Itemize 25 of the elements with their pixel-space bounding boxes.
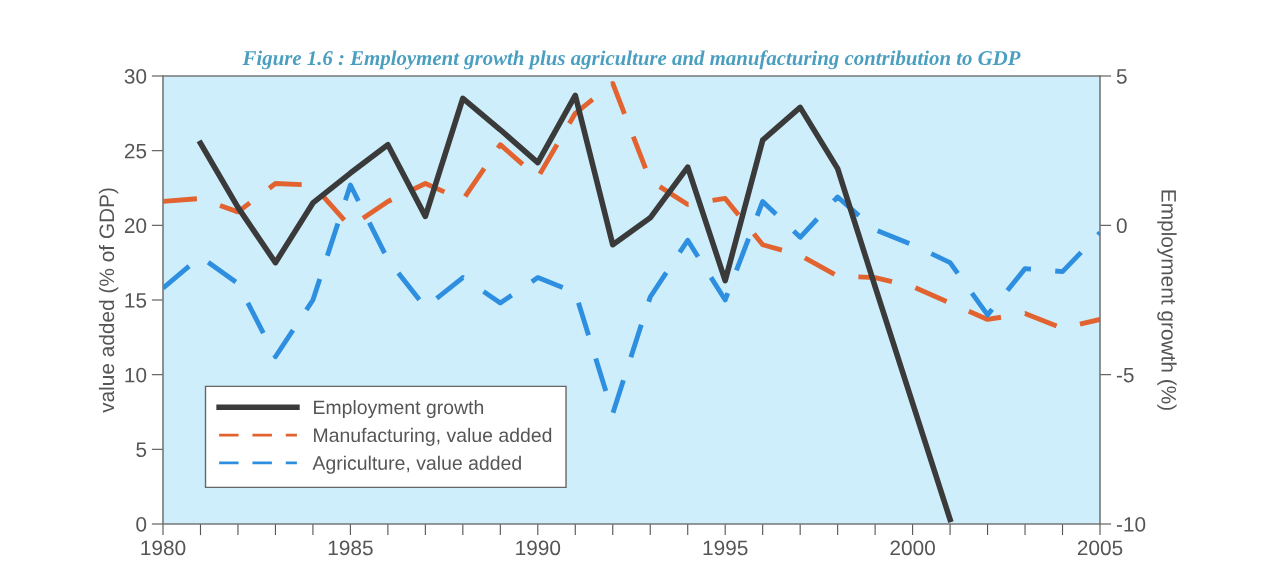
- y-axis-title: value added (% of GDP): [98, 188, 119, 413]
- chart-title: Figure 1.6 : Employment growth plus agriculture and manufacturing contribution to GDP: [242, 50, 1021, 70]
- x-tick-label: 1995: [703, 540, 748, 556]
- y-tick-label: 10: [125, 367, 147, 383]
- y-tick-label: 0: [136, 517, 147, 532]
- x-tick-label: 2000: [890, 540, 935, 556]
- line-series: [163, 81, 1100, 331]
- y2-tick-label: -10: [1116, 517, 1146, 532]
- x-tick-label: 1980: [141, 540, 186, 556]
- legend-label: Manufacturing, value added: [314, 427, 552, 446]
- y2-tick-label: 5: [1116, 69, 1127, 84]
- y2-tick-label: -5: [1116, 367, 1134, 383]
- y-tick-label: 25: [124, 143, 147, 159]
- legend-label: Agriculture, value added: [312, 455, 521, 474]
- y-tick-label: 30: [124, 69, 147, 84]
- y2-tick-label: 0: [1116, 218, 1127, 234]
- y-tick-label: 15: [125, 293, 147, 308]
- x-tick-label: 2005: [1077, 540, 1123, 556]
- y-tick-label: 5: [136, 442, 147, 458]
- legend-label: Employment growth: [314, 399, 484, 419]
- x-tick-label: 1985: [328, 540, 373, 556]
- line-series: [163, 182, 1100, 416]
- x-tick-label: 1990: [516, 540, 561, 556]
- y-tick-label: 20: [124, 218, 147, 234]
- y2-axis-title: Employment growth (%): [1157, 190, 1177, 410]
